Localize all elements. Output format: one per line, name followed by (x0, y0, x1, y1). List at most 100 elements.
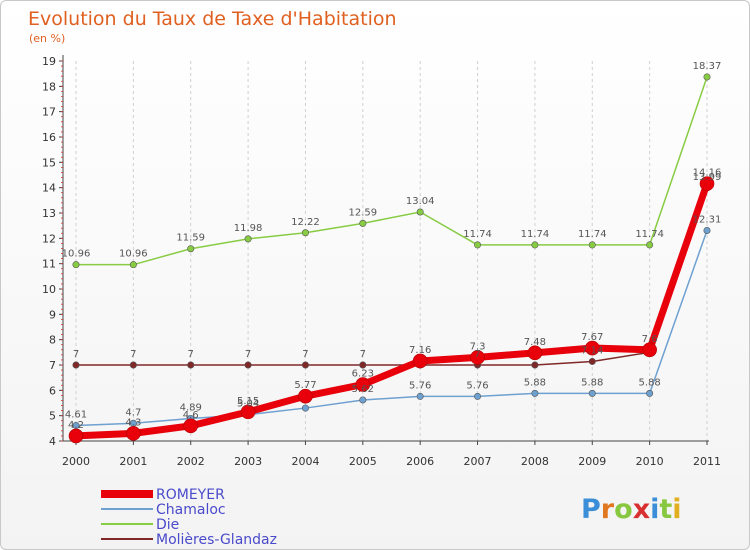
data-point[interactable] (584, 340, 600, 356)
y-tick-label: 11 (42, 258, 56, 271)
legend-label: Molières-Glandaz (156, 532, 277, 548)
data-label: 12.59 (348, 207, 377, 218)
data-label: 7 (245, 349, 251, 360)
data-label: 4.3 (125, 417, 141, 428)
data-label: 18.37 (693, 61, 722, 72)
data-point[interactable] (359, 219, 367, 227)
series-line (76, 76, 708, 266)
series-moli-res-glandaz (72, 184, 711, 369)
data-label: 7.3 (470, 341, 486, 352)
data-label: 5.76 (466, 380, 488, 391)
data-label: 11.59 (176, 233, 205, 244)
y-tick-label: 7 (49, 359, 56, 372)
data-point[interactable] (298, 388, 313, 404)
x-tick-label: 2010 (636, 455, 664, 468)
brand-letter: r (601, 494, 615, 525)
data-point[interactable] (72, 361, 80, 369)
data-label: 4.89 (180, 402, 202, 413)
data-point[interactable] (68, 428, 84, 444)
data-label: 4.2 (68, 420, 84, 431)
data-label: 12.22 (291, 217, 320, 228)
data-label: 10.96 (62, 249, 91, 260)
data-point[interactable] (129, 261, 137, 269)
series-die (72, 73, 711, 269)
data-label: 13.99 (693, 172, 722, 183)
chart-subtitle: (en %) (29, 32, 65, 45)
y-tick-label: 18 (42, 80, 56, 93)
data-point[interactable] (301, 404, 309, 412)
data-point[interactable] (470, 350, 485, 365)
data-labels: 4.2 4.3 4.6 5.15 5.77 6.23 7.16 7.3 7.48 7.67 7.6 1… (62, 61, 722, 431)
data-point[interactable] (183, 418, 199, 434)
data-point[interactable] (187, 245, 195, 253)
data-label: 4.61 (65, 410, 87, 421)
x-tick-label: 2003 (234, 455, 262, 468)
data-label: 11.74 (578, 229, 607, 240)
data-label: 7 (73, 349, 79, 360)
x-tick-label: 2009 (578, 455, 606, 468)
x-tick-label: 2006 (406, 455, 434, 468)
data-point[interactable] (703, 73, 711, 81)
data-label: 7 (130, 349, 136, 360)
data-point[interactable] (412, 353, 428, 369)
data-label: 7.16 (409, 345, 431, 356)
data-point[interactable] (474, 241, 482, 249)
y-tick-label: 15 (42, 156, 56, 169)
data-point[interactable] (416, 208, 424, 216)
data-label: 5.62 (352, 384, 374, 395)
brand-letter: i (672, 494, 681, 525)
y-tick-label: 13 (42, 207, 56, 220)
data-label: 7 (302, 349, 308, 360)
brand-letter: P (581, 494, 601, 525)
data-point[interactable] (474, 392, 482, 400)
x-tick-label: 2008 (521, 455, 549, 468)
data-point[interactable] (588, 357, 596, 365)
data-label: 10.96 (119, 249, 148, 260)
series-romeyer (68, 176, 715, 444)
y-tick-label: 14 (42, 182, 56, 195)
data-label: 4.6 (183, 410, 199, 421)
data-point[interactable] (240, 404, 256, 420)
data-point[interactable] (646, 389, 654, 397)
brand-letter: i (650, 494, 659, 525)
data-label: 5.76 (409, 380, 431, 391)
data-point[interactable] (187, 361, 195, 369)
data-point[interactable] (642, 342, 657, 358)
data-point[interactable] (359, 361, 367, 369)
y-tick-label: 17 (42, 106, 56, 119)
data-point[interactable] (531, 389, 539, 397)
data-label: 4.7 (125, 407, 141, 418)
data-point[interactable] (244, 235, 252, 243)
data-point[interactable] (646, 241, 654, 249)
data-point[interactable] (531, 241, 539, 249)
data-label: 5.88 (639, 377, 661, 388)
x-tick-label: 2007 (464, 455, 492, 468)
data-point[interactable] (129, 361, 137, 369)
data-label: 5.77 (294, 380, 316, 391)
data-label: 11.74 (521, 229, 550, 240)
data-label: 7.67 (581, 332, 603, 343)
chart-title: Evolution du Taux de Taxe d'Habitation (28, 8, 397, 30)
data-label: 7 (188, 349, 194, 360)
data-point[interactable] (416, 392, 424, 400)
data-point[interactable] (72, 261, 80, 269)
data-point[interactable] (244, 361, 252, 369)
data-point[interactable] (588, 241, 596, 249)
brand-logo: Proxiti (581, 494, 682, 525)
brand-letter: x (633, 494, 650, 525)
data-point[interactable] (301, 361, 309, 369)
x-tick-label: 2000 (62, 455, 90, 468)
data-point[interactable] (126, 426, 141, 441)
data-point[interactable] (359, 396, 367, 404)
data-point[interactable] (588, 389, 596, 397)
data-point[interactable] (703, 226, 711, 234)
data-point[interactable] (527, 345, 543, 361)
data-point[interactable] (699, 176, 715, 191)
data-label: 7.6 (642, 334, 658, 345)
data-point[interactable] (301, 229, 309, 237)
y-tick-label: 12 (42, 232, 56, 245)
data-point[interactable] (355, 377, 371, 392)
data-point[interactable] (531, 361, 539, 369)
